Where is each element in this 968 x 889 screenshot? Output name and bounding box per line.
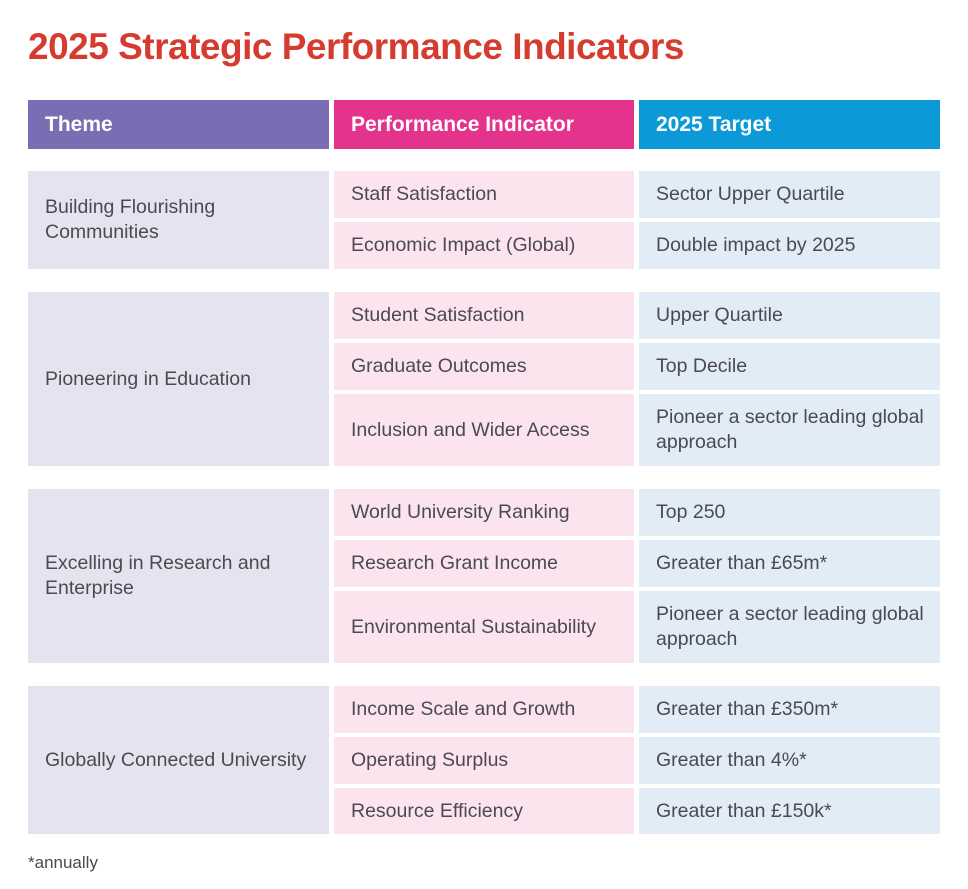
theme-cell: Building Flourishing Communities <box>28 171 329 269</box>
target-cell: Pioneer a sector leading global approach <box>639 591 940 663</box>
target-cell: Double impact by 2025 <box>639 222 940 269</box>
indicator-cell: Student Satisfaction <box>334 292 634 339</box>
theme-cell: Excelling in Research and Enterprise <box>28 489 329 663</box>
indicator-cell: Research Grant Income <box>334 540 634 587</box>
indicator-cell: Income Scale and Growth <box>334 686 634 733</box>
target-cell: Greater than £65m* <box>639 540 940 587</box>
page-title: 2025 Strategic Performance Indicators <box>28 26 685 67</box>
indicator-cell: Inclusion and Wider Access <box>334 394 634 466</box>
indicator-column-header: Performance Indicator <box>334 100 634 149</box>
theme-cell: Globally Connected University <box>28 686 329 834</box>
target-cell: Greater than £150k* <box>639 788 940 834</box>
theme-cell: Pioneering in Education <box>28 292 329 466</box>
indicator-cell: Environmental Sustainability <box>334 591 634 663</box>
theme-column-header: Theme <box>28 100 329 149</box>
indicator-cell: Economic Impact (Global) <box>334 222 634 269</box>
target-column-header: 2025 Target <box>639 100 940 149</box>
indicator-cell: World University Ranking <box>334 489 634 536</box>
target-cell: Top 250 <box>639 489 940 536</box>
target-cell: Upper Quartile <box>639 292 940 339</box>
indicator-cell: Resource Efficiency <box>334 788 634 834</box>
indicator-cell: Graduate Outcomes <box>334 343 634 390</box>
target-cell: Greater than 4%* <box>639 737 940 784</box>
footnote: *annually <box>28 853 98 872</box>
indicator-cell: Operating Surplus <box>334 737 634 784</box>
target-cell: Greater than £350m* <box>639 686 940 733</box>
target-cell: Pioneer a sector leading global approach <box>639 394 940 466</box>
indicator-cell: Staff Satisfaction <box>334 171 634 218</box>
target-cell: Sector Upper Quartile <box>639 171 940 218</box>
target-cell: Top Decile <box>639 343 940 390</box>
